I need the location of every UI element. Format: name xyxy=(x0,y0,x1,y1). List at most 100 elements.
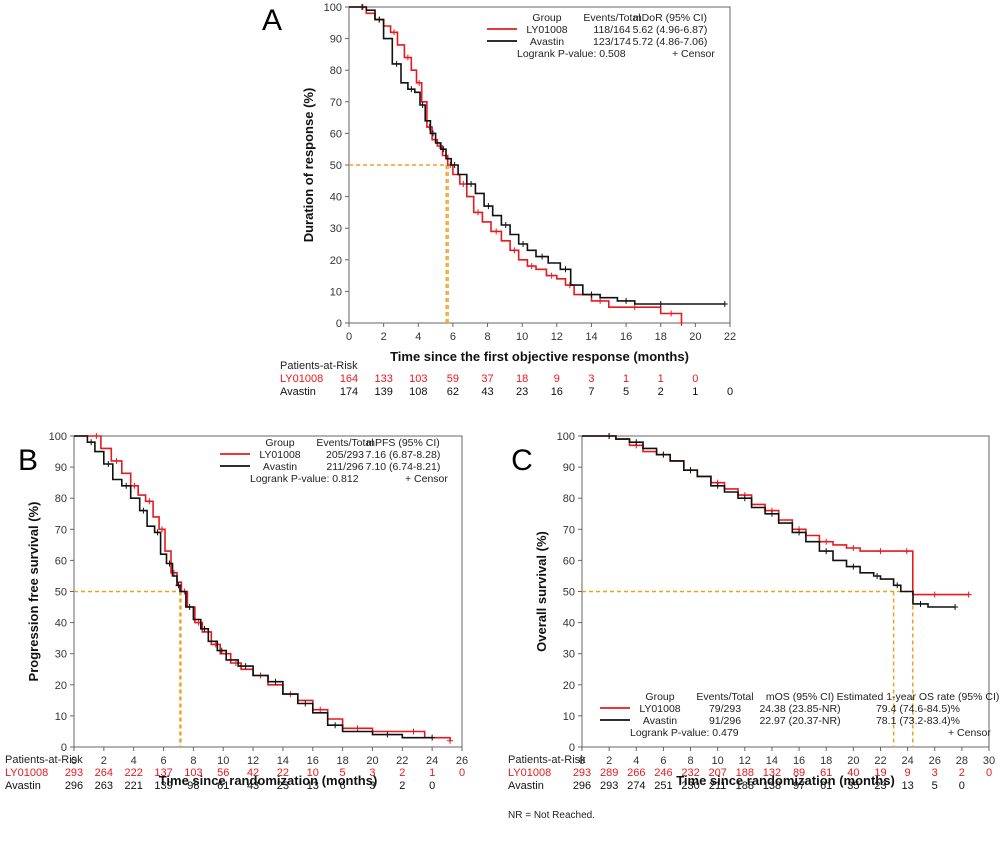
risk-row-label: LY01008 xyxy=(280,373,323,385)
y-axis-label: Duration of response (%) xyxy=(301,88,316,243)
legend-cell: 24.38 (23.85-NR) xyxy=(759,703,840,715)
risk-value: 56 xyxy=(217,767,229,779)
legend-cell: LY01008 xyxy=(259,449,300,461)
censor-mark xyxy=(410,728,417,735)
y-tick-label: 50 xyxy=(563,587,575,599)
legend-header: mPFS (95% CI) xyxy=(366,437,440,449)
y-tick-label: 90 xyxy=(330,34,342,46)
censor-mark xyxy=(113,457,120,464)
risk-value: 296 xyxy=(65,780,83,792)
x-tick-label: 4 xyxy=(131,755,137,767)
risk-value: 0 xyxy=(692,373,698,385)
risk-value: 22 xyxy=(277,767,289,779)
censor-mark xyxy=(485,203,492,210)
risk-value: 2 xyxy=(658,386,664,398)
y-tick-label: 90 xyxy=(563,462,575,474)
y-tick-label: 20 xyxy=(330,255,342,267)
censor-mark xyxy=(419,101,426,108)
legend-censor: + Censor xyxy=(672,48,715,60)
risk-row-label: LY01008 xyxy=(5,767,48,779)
censor-mark xyxy=(429,130,436,137)
censor-mark xyxy=(332,722,339,729)
risk-value: 188 xyxy=(736,767,754,779)
censor-mark xyxy=(874,572,881,579)
censor-mark xyxy=(317,706,324,713)
censor-mark xyxy=(539,253,546,260)
censor-mark xyxy=(631,304,638,311)
legend-cell: 211/296 xyxy=(326,461,363,473)
censor-mark xyxy=(131,482,138,489)
risk-value: 164 xyxy=(340,373,358,385)
legend-cell: 79.4 (74.6-84.5)% xyxy=(876,703,960,715)
censor-mark xyxy=(548,272,555,279)
x-tick-label: 8 xyxy=(484,331,490,343)
risk-value: 3 xyxy=(369,767,375,779)
risk-value: 98 xyxy=(187,780,199,792)
x-axis-label: Time since randomization (months) xyxy=(159,773,378,788)
x-tick-label: 16 xyxy=(620,331,632,343)
censor-mark xyxy=(436,143,443,150)
legend-cell: 7.16 (6.87-8.28) xyxy=(366,449,441,461)
censor-mark xyxy=(597,297,604,304)
censor-mark xyxy=(623,297,630,304)
y-tick-label: 60 xyxy=(55,555,67,567)
risk-title: Patients-at-Risk xyxy=(5,754,83,766)
x-tick-label: 28 xyxy=(956,755,968,767)
y-tick-label: 100 xyxy=(49,431,67,443)
censor-mark xyxy=(894,582,901,589)
x-tick-label: 18 xyxy=(336,755,348,767)
y-tick-label: 100 xyxy=(324,2,342,14)
x-tick-label: 4 xyxy=(633,755,639,767)
risk-value: 296 xyxy=(573,780,591,792)
risk-value: 139 xyxy=(154,780,172,792)
x-tick-label: 16 xyxy=(793,755,805,767)
panel-label: C xyxy=(511,444,533,477)
censor-mark xyxy=(741,495,748,502)
risk-value: 42 xyxy=(247,767,259,779)
risk-value: 274 xyxy=(627,780,645,792)
legend-cell: LY01008 xyxy=(526,24,567,36)
censor-mark xyxy=(93,433,100,439)
legend-pvalue: Logrank P-value: 0.812 xyxy=(250,473,359,485)
km-curve-ly01008 xyxy=(582,435,969,596)
legend-cell: LY01008 xyxy=(639,703,680,715)
risk-value: 2 xyxy=(399,767,405,779)
censor-mark xyxy=(511,247,518,254)
x-tick-label: 22 xyxy=(724,331,736,343)
censor-mark xyxy=(242,663,249,670)
y-tick-label: 0 xyxy=(336,318,342,330)
risk-value: 61 xyxy=(820,780,832,792)
risk-row-label: Avastin xyxy=(5,780,41,792)
y-tick-label: 80 xyxy=(55,493,67,505)
risk-value: 10 xyxy=(307,767,319,779)
censor-mark xyxy=(451,162,458,168)
x-tick-label: 16 xyxy=(307,755,319,767)
y-axis-label: Progression free survival (%) xyxy=(26,502,41,682)
km-curve-avastin xyxy=(349,6,725,305)
y-tick-label: 10 xyxy=(330,286,342,298)
censor-mark xyxy=(429,734,436,741)
y-tick-label: 60 xyxy=(330,128,342,140)
risk-value: 13 xyxy=(901,780,913,792)
censor-mark xyxy=(633,439,640,446)
risk-value: 37 xyxy=(481,373,493,385)
legend-header: Group xyxy=(532,12,561,24)
risk-value: 2 xyxy=(399,780,405,792)
risk-value: 23 xyxy=(516,386,528,398)
censor-mark xyxy=(393,60,400,67)
risk-value: 43 xyxy=(481,386,493,398)
legend-censor: + Censor xyxy=(948,727,991,739)
risk-value: 0 xyxy=(986,767,992,779)
censor-mark xyxy=(404,54,411,61)
y-tick-label: 0 xyxy=(61,742,67,754)
y-tick-label: 90 xyxy=(55,462,67,474)
x-axis-label: Time since the first objective response … xyxy=(390,349,689,364)
censor-mark xyxy=(166,560,173,567)
risk-value: 263 xyxy=(95,780,113,792)
risk-value: 293 xyxy=(573,767,591,779)
risk-title: Patients-at-Risk xyxy=(280,360,358,372)
censor-mark xyxy=(218,647,225,654)
x-tick-label: 2 xyxy=(101,755,107,767)
censor-mark xyxy=(931,591,938,598)
